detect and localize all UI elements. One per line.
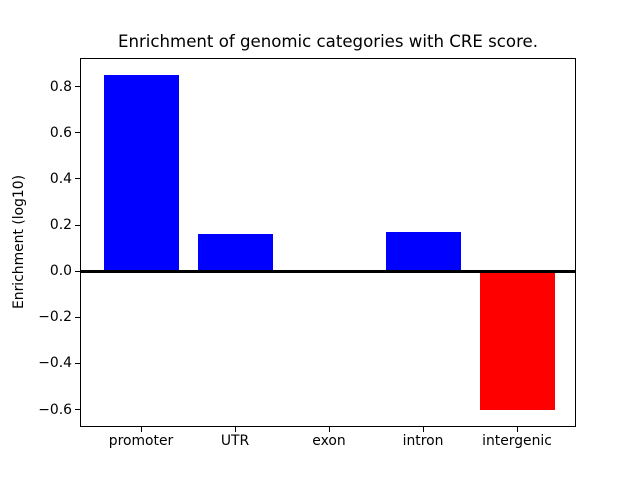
y-tick-label: 0.2 bbox=[49, 217, 72, 234]
plot-area: 0.8 0.6 0.4 0.2 0.0 −0.2 −0.4 −0.6 promoter UTR ex… bbox=[38, 58, 576, 449]
x-tick-mark bbox=[516, 427, 518, 432]
x-tick-label-promoter: promoter bbox=[108, 433, 174, 449]
y-tick-mark bbox=[75, 409, 80, 411]
x-tick-label-intergenic: intergenic bbox=[482, 433, 552, 449]
y-tick-mark bbox=[75, 224, 80, 226]
x-tick-mark bbox=[328, 427, 330, 432]
x-tick-label-intron: intron bbox=[402, 433, 444, 449]
y-tick-mark bbox=[75, 132, 80, 134]
y-axis-label: Enrichment (log10) bbox=[11, 174, 27, 310]
y-tick-mark bbox=[75, 362, 80, 364]
x-tick-mark bbox=[234, 427, 236, 432]
bar-UTR bbox=[197, 234, 273, 272]
y-tick-label: 0.6 bbox=[49, 124, 72, 141]
y-tick-label: 0.8 bbox=[49, 78, 72, 95]
y-tick-label: −0.4 bbox=[38, 355, 72, 372]
y-tick-label: −0.6 bbox=[38, 401, 72, 418]
y-tick-mark bbox=[75, 178, 80, 180]
x-tick-mark bbox=[140, 427, 142, 432]
y-tick-mark bbox=[75, 316, 80, 318]
y-tick-mark bbox=[75, 270, 80, 272]
chart-title: Enrichment of genomic categories with CR… bbox=[117, 32, 539, 51]
bar-intron bbox=[385, 231, 461, 272]
y-tick-mark bbox=[75, 86, 80, 88]
x-tick-mark bbox=[422, 427, 424, 432]
bar-intergenic bbox=[479, 271, 555, 410]
bar-promoter bbox=[103, 75, 179, 272]
x-tick-label-exon: exon bbox=[312, 433, 346, 449]
x-tick-label-UTR: UTR bbox=[220, 433, 250, 449]
y-tick-label: 0.4 bbox=[49, 170, 72, 187]
zero-line bbox=[81, 269, 575, 273]
y-tick-label: 0.0 bbox=[49, 263, 72, 280]
y-tick-label: −0.2 bbox=[38, 309, 72, 326]
